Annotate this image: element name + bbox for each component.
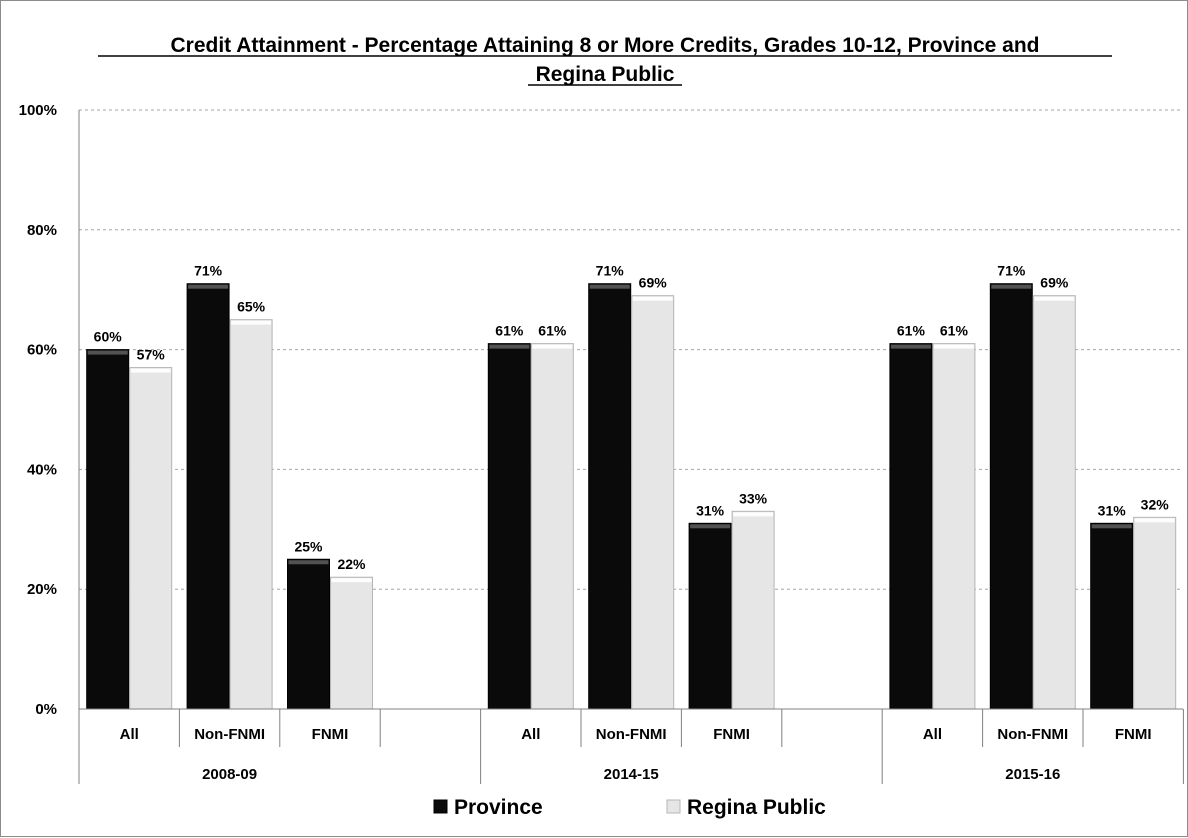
bar-regina-public [1032,295,1076,710]
x-category-label: Non-FNMI [997,726,1068,743]
bar-regina-public-highlight [632,296,673,301]
bar-regina-public [530,343,574,710]
x-axis: All Non-FNMI FNMI All Non-FNMI FNMI All Non-FNM… [78,110,1184,784]
bar-province-highlight [690,524,731,529]
bar-province [186,283,230,710]
bar-province [588,283,632,710]
data-label-regina-public: 61% [538,323,567,339]
x-category-label: FNMI [713,726,750,743]
data-labels: 60% 57% 71% 65% 25% 22% 61% 61% 71% 69% 31% 33% 61% 6… [94,263,1170,573]
bar-regina-public-highlight [130,368,171,373]
x-group-label: 2008-09 [202,766,257,783]
bar-province [1090,522,1134,710]
legend-item-regina-public-swatch [666,799,681,814]
data-label-regina-public: 22% [337,556,366,572]
data-label-province: 31% [1098,502,1127,518]
bar-regina-public-highlight [231,320,272,325]
data-label-province: 71% [997,263,1026,279]
bar-regina-public [731,510,775,710]
bar-regina-public [129,367,173,710]
bar-province-highlight [489,344,530,349]
bar-province-highlight [1091,524,1132,529]
bar-province [487,343,531,710]
bar-regina-public [1133,516,1177,710]
y-tick-label: 40% [27,461,57,478]
y-tick-label: 20% [27,581,57,598]
bar-province [889,343,933,710]
x-category-label: Non-FNMI [194,726,265,743]
data-label-province: 25% [294,538,323,554]
bar-province-highlight [188,284,229,289]
data-label-regina-public: 65% [237,299,266,315]
x-group-label: 2014-15 [604,766,659,783]
bar-regina-public-highlight [733,512,774,517]
bars [86,283,1177,710]
data-label-province: 71% [194,263,223,279]
y-tick-label: 0% [35,701,57,718]
bar-regina-public-highlight [933,344,974,349]
bar-province [688,522,732,710]
bar-regina-public-highlight [1034,296,1075,301]
x-category-label: All [923,726,942,743]
x-category-label: Non-FNMI [596,726,667,743]
bar-regina-public [229,319,273,710]
bar-regina-public-highlight [1134,518,1175,523]
data-label-regina-public: 69% [639,275,668,291]
data-label-province: 71% [596,263,625,279]
bar-province [287,558,330,710]
x-category-label: FNMI [1115,726,1152,743]
y-tick-label: 60% [27,342,57,359]
bar-province-highlight [991,284,1032,289]
legend: Province Regina Public [433,796,826,819]
data-label-province: 31% [696,502,725,518]
legend-item-province-label: Province [454,796,543,819]
data-label-regina-public: 33% [739,490,768,506]
x-group-label: 2015-16 [1005,766,1060,783]
x-category-label: FNMI [312,726,349,743]
bar-regina-public-highlight [532,344,573,349]
x-category-label: All [521,726,540,743]
data-label-province: 60% [94,329,123,345]
chart-title-line-2: Regina Public [536,63,675,86]
y-tick-label: 80% [27,222,57,239]
bar-regina-public [330,576,373,710]
legend-item-regina-public-label: Regina Public [687,796,826,819]
data-label-province: 61% [897,323,926,339]
bar-regina-public [932,343,976,710]
bar-regina-public-highlight [331,578,372,583]
data-label-regina-public: 61% [940,323,969,339]
chart-title-line-1: Credit Attainment - Percentage Attaining… [171,34,1040,57]
bar-province-highlight [288,560,329,565]
x-category-label: All [120,726,139,743]
y-tick-label: 100% [19,102,57,119]
data-label-province: 61% [495,323,524,339]
data-label-regina-public: 57% [137,347,166,363]
legend-item-province-swatch [433,799,448,814]
bar-regina-public [631,295,675,710]
bar-province-highlight [87,350,128,355]
bar-province [989,283,1033,710]
bar-province-highlight [890,344,931,349]
bar-province-highlight [589,284,630,289]
bar-province [86,349,130,710]
data-label-regina-public: 69% [1040,275,1069,291]
data-label-regina-public: 32% [1141,496,1170,512]
y-axis-ticks: 0% 20% 40% 60% 80% 100% [19,102,57,718]
